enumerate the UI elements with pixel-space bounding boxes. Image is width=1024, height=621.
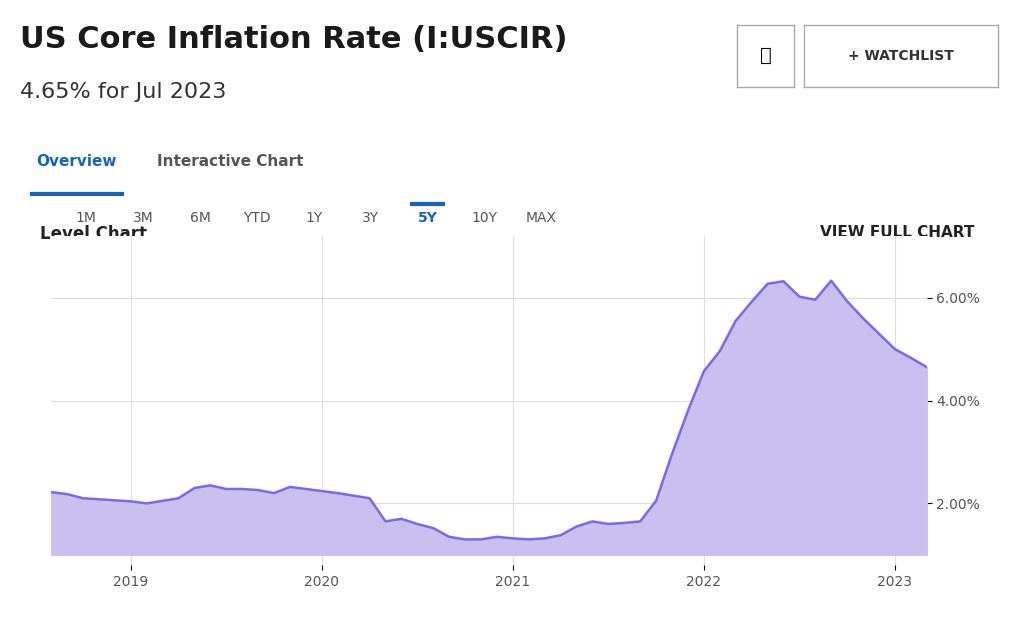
Text: MAX: MAX <box>526 211 557 225</box>
Text: VIEW FULL CHART: VIEW FULL CHART <box>819 225 974 240</box>
Text: 6M: 6M <box>189 211 211 225</box>
Text: 🔔: 🔔 <box>760 47 771 65</box>
Text: Overview: Overview <box>37 154 117 169</box>
Text: 1M: 1M <box>76 211 96 225</box>
Text: US Core Inflation Rate (I:USCIR): US Core Inflation Rate (I:USCIR) <box>20 25 568 53</box>
Text: 10Y: 10Y <box>472 211 498 225</box>
Text: 5Y: 5Y <box>418 211 437 225</box>
Text: 3M: 3M <box>133 211 154 225</box>
Text: YTD: YTD <box>243 211 270 225</box>
Text: 1Y: 1Y <box>305 211 323 225</box>
Text: 3Y: 3Y <box>362 211 379 225</box>
Text: 4.65%: 4.65% <box>944 360 996 374</box>
Text: Level Chart: Level Chart <box>40 225 147 243</box>
Text: + WATCHLIST: + WATCHLIST <box>848 49 954 63</box>
Text: Interactive Chart: Interactive Chart <box>157 154 304 169</box>
Text: 4.65% for Jul 2023: 4.65% for Jul 2023 <box>20 82 227 102</box>
